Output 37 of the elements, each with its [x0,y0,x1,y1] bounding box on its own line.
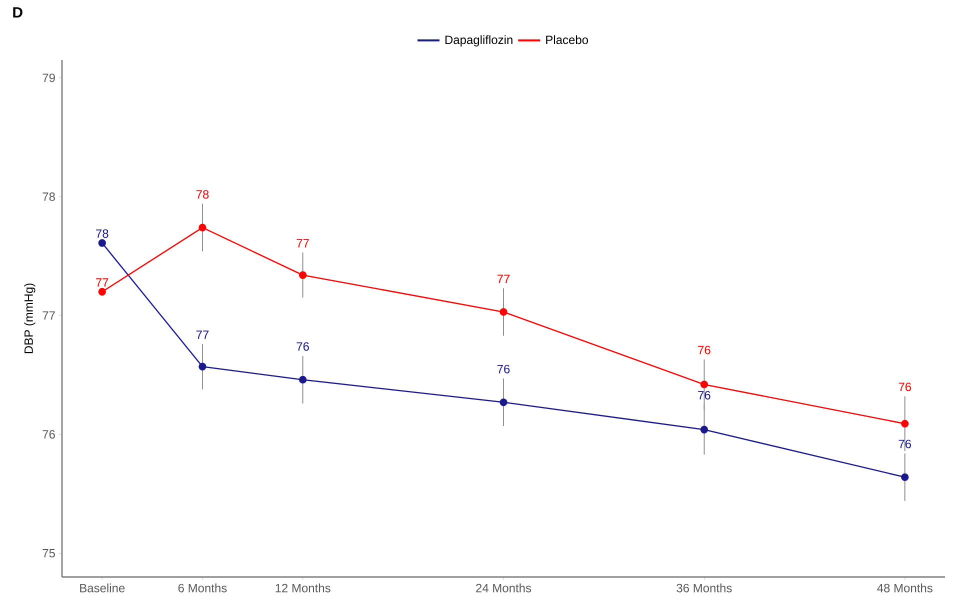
data-label: 76 [698,346,710,354]
legend-label: Dapagliflozin [445,35,512,46]
x-tick-label: Baseline [80,584,125,592]
x-tick-label: 24 Months [476,584,532,592]
x-tick-label: 48 Months [877,584,932,592]
data-label: 76 [497,364,510,374]
x-tick-label: 6 Months [178,584,227,592]
data-label: 78 [96,229,108,238]
y-tick-label: 78 [42,192,55,201]
point [198,224,206,232]
point [298,376,307,384]
legend-label: Placebo [546,35,588,44]
point [700,426,708,434]
point [901,420,909,428]
data-label: 77 [497,274,510,283]
data-label: 78 [196,190,209,199]
point [500,308,508,316]
point [700,380,708,388]
data-label: 77 [96,278,108,287]
x-tick-label: 12 Months [276,584,330,592]
point [98,288,106,296]
data-label: 77 [196,330,209,339]
y-tick-label: 75 [42,549,55,558]
y-tick-label: 77 [42,311,55,320]
point [98,239,106,247]
y-axis-title: DBP (mmHg) [24,284,36,354]
y-tick-label: 79 [42,74,55,82]
point [901,473,909,482]
y-tick-label: 76 [42,430,55,439]
point [500,398,508,406]
data-label: 77 [296,239,309,248]
data-label: 76 [898,382,912,392]
x-tick-label: 36 Months [676,584,732,592]
point [298,271,307,279]
data-label: 76 [296,342,309,351]
point [198,362,206,370]
chart-title: D [13,7,22,18]
